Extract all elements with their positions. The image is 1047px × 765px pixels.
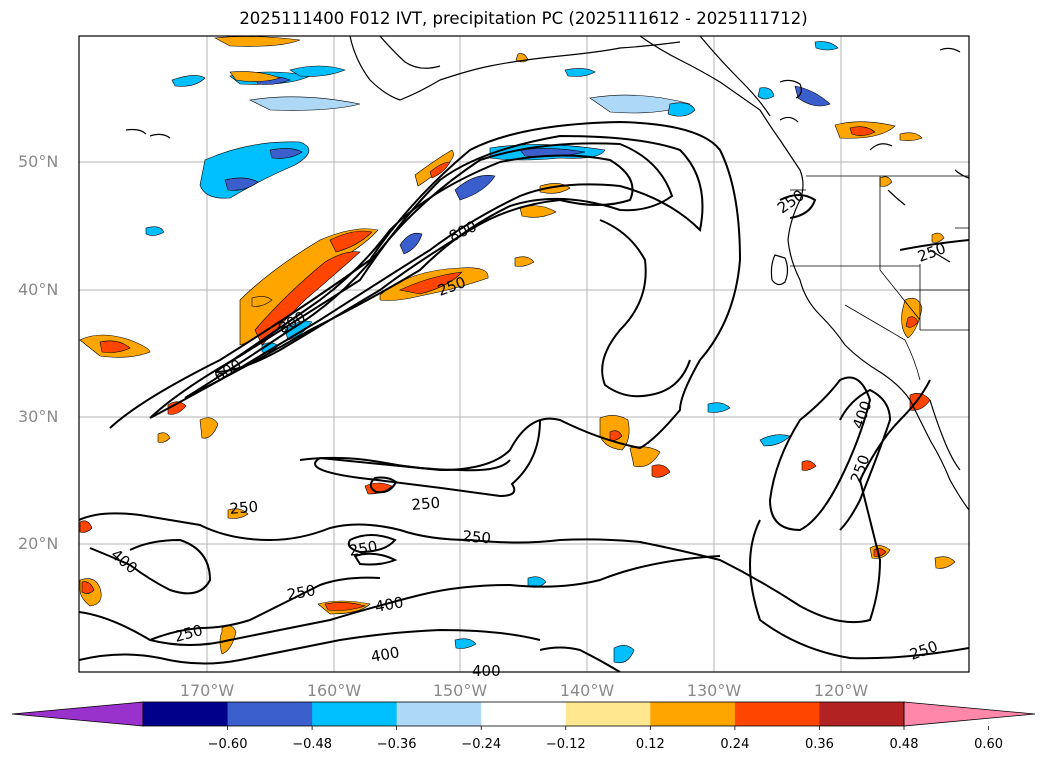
lon-label-130w: 130°W: [686, 681, 742, 700]
colorbar-tick-label: 0.36: [804, 737, 834, 752]
contour-label: 250: [229, 498, 259, 518]
lon-label-170w: 170°W: [179, 681, 235, 700]
contour-label: 400: [374, 593, 405, 616]
colorbar-segment: [227, 702, 313, 726]
colorbar-segment: [734, 702, 820, 726]
colorbar-tick-label: −0.48: [292, 737, 333, 752]
colorbar-tick-label: 0.24: [720, 737, 750, 752]
contour-label: 400: [107, 545, 141, 577]
lat-label-50n: 50°N: [18, 152, 59, 171]
colorbar-tick-label: −0.12: [545, 737, 586, 752]
contour-label: 250: [286, 581, 317, 604]
colorbar-segment: [396, 702, 482, 726]
colorbar-tick-label: −0.60: [207, 737, 248, 752]
colorbar-over-triangle: [903, 701, 1036, 727]
lon-label-140w: 140°W: [559, 681, 615, 700]
negative-precip-areas: [145, 41, 839, 664]
contour-label: 250: [172, 621, 204, 646]
positive-precip-areas: [79, 36, 956, 655]
coastlines: [125, 36, 969, 511]
colorbar-segment: [143, 702, 229, 726]
colorbar-tick-label: −0.36: [376, 737, 417, 752]
colorbar-tick-label: 0.60: [974, 737, 1004, 752]
lat-label-40n: 40°N: [18, 280, 59, 299]
lat-label-30n: 30°N: [18, 407, 59, 426]
lon-label-120w: 120°W: [813, 681, 869, 700]
colorbar-tick-label: 0.48: [889, 737, 919, 752]
contour-label: 250: [915, 239, 948, 266]
contour-label: 250: [348, 537, 379, 560]
colorbar: [11, 701, 1036, 730]
contour-label: 400: [472, 662, 501, 680]
colorbar-segment: [565, 702, 651, 726]
colorbar-segment: [819, 702, 905, 726]
lon-label-150w: 150°W: [432, 681, 488, 700]
colorbar-segment: [650, 702, 736, 726]
colorbar-tick-label: 0.12: [635, 737, 665, 752]
contour-label: 800: [446, 217, 480, 245]
lat-label-20n: 20°N: [18, 534, 59, 553]
contour-label: 400: [370, 643, 401, 666]
contour-label: 250: [411, 494, 441, 514]
map-title: 2025111400 F012 IVT, precipitation PC (2…: [239, 9, 808, 28]
colorbar-tick-label: −0.24: [461, 737, 502, 752]
graticule: [79, 36, 969, 672]
colorbar-segment: [481, 702, 567, 726]
contour-label: 250: [907, 637, 940, 664]
colorbar-segment: [312, 702, 398, 726]
colorbar-under-triangle: [11, 701, 144, 727]
political-borders: [790, 175, 969, 381]
ivt-contours: [79, 120, 969, 672]
map-frame: [78, 35, 970, 673]
lon-label-160w: 160°W: [306, 681, 362, 700]
contour-label: 250: [462, 527, 492, 547]
